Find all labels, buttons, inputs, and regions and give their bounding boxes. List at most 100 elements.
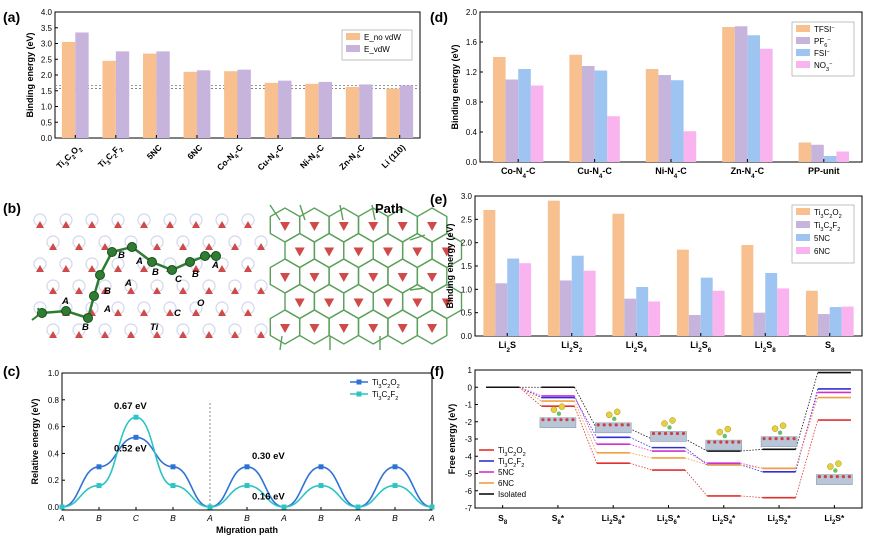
sulfur-atom-icon	[669, 417, 676, 424]
legend-entry-d: PF6−	[814, 37, 831, 49]
legend-entry-c: Ti3C2O2	[372, 378, 400, 390]
ytick-label-a: 0.5	[41, 118, 53, 127]
ytick-label-e: 2.5	[461, 215, 473, 224]
connector-f-3	[684, 457, 708, 466]
bar-e-0-3	[519, 263, 532, 336]
sulfur-atom-icon	[724, 425, 732, 433]
data-point-c-1	[429, 504, 435, 510]
surface-site-triangle-icon	[324, 298, 335, 308]
panel-c: (c) 0.0 0.2 0.4 0.6 0.8 1.0 A B C B A B A B A B A Relative…	[3, 363, 435, 535]
atom-icon	[657, 431, 662, 436]
atom-icon	[725, 440, 729, 444]
atom-icon	[713, 440, 717, 444]
bar-a-2-1	[156, 51, 170, 138]
surface-site-triangle-icon	[140, 309, 148, 316]
legend-entry-f: Ti3C2O2	[498, 446, 526, 458]
data-point-c-1	[281, 504, 287, 510]
legend-swatch-e	[796, 247, 810, 254]
atom-icon	[835, 475, 839, 479]
surface-site-triangle-icon	[324, 247, 335, 257]
surface-site-triangle-icon	[280, 273, 290, 282]
category-label-a: Zn-N4-C	[337, 142, 369, 174]
bar-e-4-3	[777, 288, 790, 336]
surface-site-triangle-icon	[75, 287, 83, 294]
li-atom-icon	[200, 251, 210, 261]
sulfur-atom-icon	[827, 463, 834, 470]
surface-site-triangle-icon	[257, 331, 265, 338]
surface-site-triangle-icon	[153, 287, 161, 294]
adsorbate-illustration	[539, 403, 577, 428]
bar-e-2-3	[648, 301, 661, 336]
li-atom-icon	[185, 257, 195, 267]
legend-entry-a: E_vdW	[364, 45, 390, 54]
data-point-c-1	[59, 504, 65, 510]
y-axis-label-d: Binding energy (eV)	[450, 44, 460, 129]
xtick-label-c: A	[280, 513, 287, 523]
connector-f-4	[629, 428, 653, 440]
data-point-c-1	[355, 504, 361, 510]
bar-e-5-3	[841, 306, 854, 336]
path-arrow-icon	[279, 335, 283, 351]
category-label-d: Cu-N4-C	[577, 166, 612, 180]
bar-d-3-3	[760, 48, 773, 162]
bar-a-1-0	[102, 60, 116, 139]
xtick-label-c: C	[133, 513, 140, 523]
ytick-label-f: -1	[465, 401, 473, 410]
adsorbate-illustration	[705, 425, 743, 451]
surface-site-triangle-icon	[441, 298, 452, 308]
surface-site-triangle-icon	[88, 265, 96, 272]
bar-d-4-3	[836, 151, 850, 162]
bar-e-2-2	[636, 287, 649, 336]
surface-site-triangle-icon	[257, 287, 265, 294]
xtick-label-c: A	[354, 513, 361, 523]
bar-a-2-0	[143, 53, 157, 138]
legend-entry-d: FSI−	[814, 49, 830, 58]
bar-a-1-1	[115, 51, 130, 138]
connector-f-1	[574, 397, 597, 438]
surface-site-triangle-icon	[244, 221, 252, 228]
surface-site-triangle-icon	[231, 243, 239, 250]
surface-site-triangle-icon	[101, 331, 109, 338]
li-atom-icon	[127, 242, 137, 252]
connector-f-2	[684, 450, 708, 464]
legend-a: E_no vdW E_vdW	[341, 29, 413, 61]
sulfur-atom-icon	[779, 422, 787, 429]
li-atom-icon	[211, 251, 221, 261]
atom-icon	[737, 440, 741, 444]
ytick-label-a: 0.0	[41, 134, 53, 143]
bar-e-4-1	[753, 312, 766, 336]
bar-e-3-3	[712, 290, 725, 336]
surface-site-triangle-icon	[205, 331, 213, 338]
data-point-c-0	[170, 464, 176, 470]
surface-site-triangle-icon	[427, 324, 438, 333]
surface-site-triangle-icon	[179, 331, 187, 338]
xtick-label-c: A	[428, 513, 435, 523]
surface-site-triangle-icon	[309, 222, 320, 231]
site-label: O	[197, 298, 205, 309]
bar-d-3-1	[734, 26, 748, 162]
bar-e-0-1	[495, 283, 508, 336]
atom-icon	[620, 423, 624, 427]
category-label-a: Ti3C2F2	[96, 142, 126, 172]
ytick-label-f: -6	[465, 487, 473, 496]
site-label: A	[61, 296, 69, 307]
legend-swatch-a	[346, 33, 360, 40]
xtick-label-c: B	[244, 513, 250, 523]
bar-d-3-0	[722, 27, 735, 162]
connector-f-2	[629, 443, 653, 452]
atom-icon	[786, 437, 790, 441]
ytick-label-f: -2	[465, 418, 473, 427]
atom-icon	[602, 423, 606, 427]
surface-site-triangle-icon	[205, 287, 213, 294]
connector-f-0	[684, 469, 708, 497]
slab-icon	[650, 431, 687, 442]
legend-entry-e: 5NC	[814, 234, 830, 243]
bar-a-6-1	[318, 81, 332, 138]
lithium-atom-icon	[556, 411, 562, 416]
category-label-f: Li2S8*	[602, 513, 626, 526]
surface-site-triangle-icon	[412, 247, 423, 257]
path-arrow-icon	[409, 234, 426, 241]
legend-swatch-e	[796, 221, 810, 228]
